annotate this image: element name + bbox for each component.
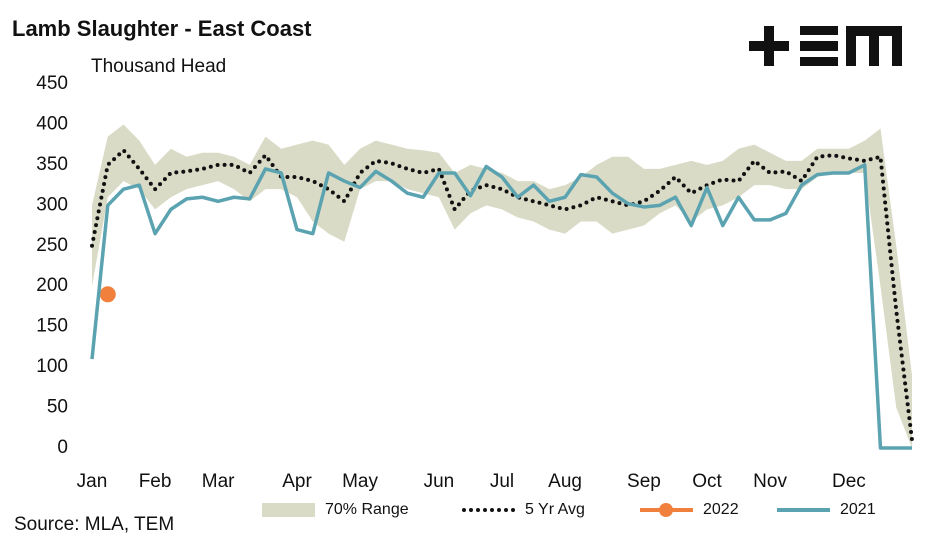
y-tick-label: 100 [36,356,68,377]
y-tick-label: 200 [36,275,68,296]
series-point [99,286,116,303]
y-tick-label: 400 [36,113,68,134]
series-line [90,163,912,450]
x-tick-label: May [342,471,378,492]
x-tick-label: Aug [548,471,582,492]
y-axis-label: Thousand Head [91,56,226,77]
y-tick-label: 300 [36,194,68,215]
x-tick-label: Jan [77,471,108,492]
avg-line [90,147,914,442]
y-tick-label: 150 [36,316,68,337]
y-tick-label: 450 [36,73,68,94]
legend-label: 2022 [703,501,739,518]
y-tick-label: 0 [57,437,68,458]
legend-label: 2021 [840,501,876,518]
x-tick-label: Oct [692,471,722,492]
source: Source: MLA, TEM [14,514,174,535]
legend-swatch [262,503,315,517]
x-tick-label: Apr [282,471,312,492]
y-tick-label: 50 [47,397,68,418]
x-tick-label: Jul [490,471,514,492]
x-tick-label: Jun [424,471,455,492]
x-tick-label: Feb [139,471,172,492]
y-tick-label: 250 [36,235,68,256]
x-tick-label: Mar [202,471,235,492]
x-tick-label: Dec [832,471,866,492]
range-band [92,124,912,448]
x-tick-label: Nov [753,471,787,492]
logo [749,26,902,66]
chart-title: Lamb Slaughter - East Coast [12,16,312,41]
y-tick-label: 350 [36,154,68,175]
legend-label: 70% Range [325,501,409,518]
legend-swatch [659,503,673,517]
legend-label: 5 Yr Avg [525,501,585,518]
x-tick-label: Sep [627,471,661,492]
